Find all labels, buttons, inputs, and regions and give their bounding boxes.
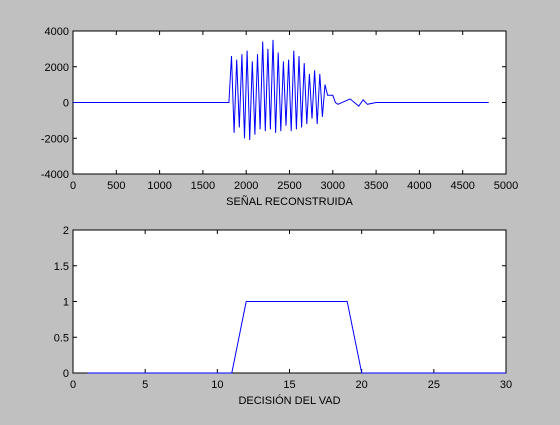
x-tick-label: 30 [500,379,512,391]
y-tick-label: -4000 [41,169,69,181]
series-line [73,39,489,141]
y-tick-label: -2000 [41,133,69,145]
y-tick-label: 0 [63,368,69,380]
x-tick-label: 15 [283,379,295,391]
x-tick-label: 20 [356,379,368,391]
y-tick-label: 2000 [45,62,69,74]
x-tick-label: 0 [70,180,76,192]
y-tick-label: 0.5 [54,332,69,344]
x-axis-label: SEÑAL RECONSTRUIDA [226,195,353,208]
y-tick-label: 2 [63,225,69,237]
x-tick-label: 3000 [321,180,345,192]
y-tick-label: 0 [63,98,69,110]
x-tick-label: 0 [70,379,76,391]
x-tick-label: 10 [211,379,223,391]
x-tick-label: 500 [107,180,125,192]
y-tick-label: 1 [63,297,69,309]
x-tick-label: 3500 [364,180,388,192]
x-tick-label: 2500 [277,180,301,192]
series-line [87,301,506,374]
x-tick-label: 4500 [450,180,474,192]
x-tick-label: 1000 [147,180,171,192]
x-tick-label: 5000 [494,180,518,192]
x-tick-label: 2000 [234,180,258,192]
x-axis-label: DECISIÓN DEL VAD [238,394,340,407]
x-tick-label: 25 [428,379,440,391]
x-tick-label: 4000 [407,180,431,192]
x-tick-label: 5 [142,379,148,391]
x-tick-label: 1500 [191,180,215,192]
y-tick-label: 4000 [45,26,69,38]
y-tick-label: 1.5 [54,261,69,273]
